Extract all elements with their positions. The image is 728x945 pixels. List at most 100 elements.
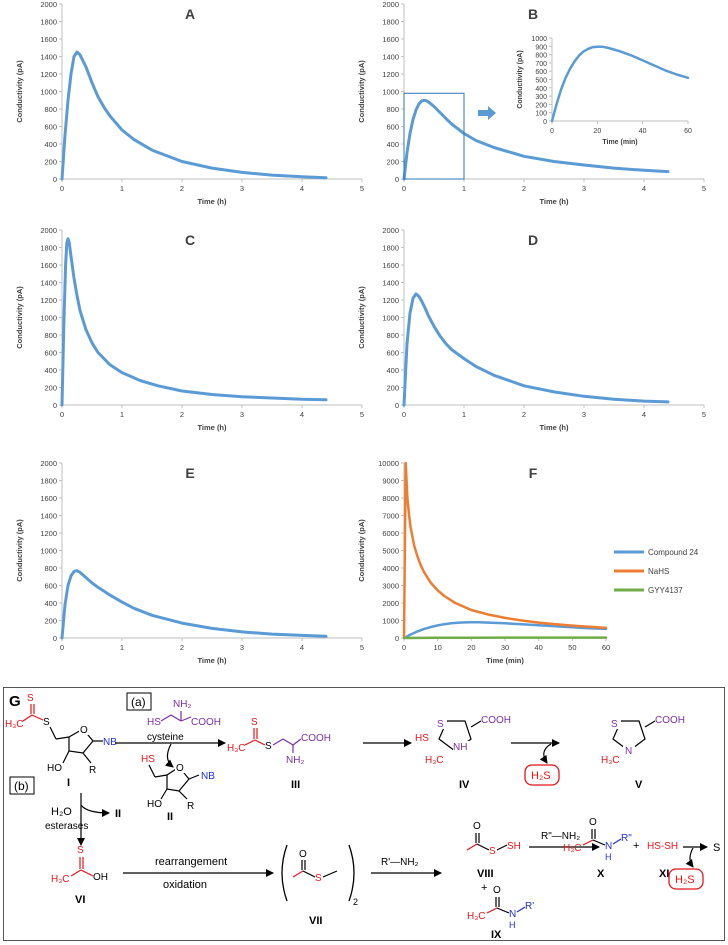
y-tick-label: 800 xyxy=(386,105,399,114)
y-tick-label: 1600 xyxy=(40,261,57,270)
atom-s: S xyxy=(265,741,272,752)
y-tick-label: 600 xyxy=(44,582,57,591)
water-label: H₂O xyxy=(51,806,72,818)
y-tick-label: 0 xyxy=(53,401,57,410)
compound-v-structure: S N COOH H₃C V xyxy=(601,715,685,791)
r-double-prime-label: R" xyxy=(621,833,632,844)
x-tick-label: 4 xyxy=(300,410,304,419)
y-tick-label: 1400 xyxy=(382,53,399,62)
x-tick-label: 5 xyxy=(360,184,364,193)
scheme-frame xyxy=(3,687,725,941)
y-tick-label: 600 xyxy=(44,349,57,358)
panel-label: E xyxy=(185,465,194,481)
amine-reagent-2: R"—NH₂ xyxy=(541,831,580,842)
hydroxyl-label: HO xyxy=(147,799,162,810)
y-tick-label: 0 xyxy=(53,175,57,184)
y-tick-label: 1000 xyxy=(382,88,399,97)
x-tick-label: 2 xyxy=(180,643,184,652)
y-tick-label: 2000 xyxy=(382,226,399,235)
y-tick-label: 1400 xyxy=(382,279,399,288)
plus-sign: + xyxy=(481,882,487,894)
pathway-b-label: (b) xyxy=(14,779,29,793)
compound-v-label: V xyxy=(635,779,643,791)
compound-xi-label: XI xyxy=(659,868,669,880)
x-axis-title: Time (h) xyxy=(197,423,227,432)
x-tick-label: 3 xyxy=(582,410,586,419)
y-tick-label: 1200 xyxy=(40,529,57,538)
x-tick-label: 20 xyxy=(467,643,475,652)
panel-label: B xyxy=(528,6,538,22)
y-tick-label: 100 xyxy=(535,111,547,118)
y-tick-label: 1400 xyxy=(40,53,57,62)
y-tick-label: 400 xyxy=(535,86,547,93)
x-axis-title: Time (min) xyxy=(486,656,524,665)
chart-panel-f: F 0 10 20 30 40 50 60 0 1000 2000 3000 4000 5000 6000 7… xyxy=(357,459,699,665)
compound-viii-structure: O S SH VIII + xyxy=(466,821,521,894)
y-tick-label: 400 xyxy=(44,140,57,149)
y-tick-label: 1200 xyxy=(40,296,57,305)
arrow-release-h2s xyxy=(539,743,552,764)
amine-reagent-1: R'—NH₂ xyxy=(381,857,419,868)
x-tick-label: 3 xyxy=(582,184,586,193)
scheme-panel-label: G xyxy=(9,693,21,710)
y-tick-label: 600 xyxy=(386,349,399,358)
x-tick-label: 2 xyxy=(522,184,526,193)
y-tick-label: 1800 xyxy=(40,244,57,253)
chart-panel-d: D 0 1 2 3 4 5 0 200 400 600 800 1000 1200 1400 1600 1800… xyxy=(357,226,706,432)
rearrangement-label: rearrangement xyxy=(155,856,227,868)
y-tick-label: 1000 xyxy=(40,88,57,97)
atom-s: S xyxy=(611,719,618,730)
legend-label: Compound 24 xyxy=(648,548,699,557)
x-tick-label: 0 xyxy=(60,643,64,652)
y-tick-label: 1000 xyxy=(531,36,547,43)
y-tick-label: 0 xyxy=(543,119,547,126)
y-axis-title: Conductivity (pA) xyxy=(357,60,366,123)
ring-n-label: N xyxy=(625,746,632,757)
y-tick-label: 1000 xyxy=(382,617,399,626)
amine-label: NH₂ xyxy=(286,755,304,766)
arrow-release-ii xyxy=(165,743,174,768)
y-tick-label: 1800 xyxy=(382,244,399,253)
x-tick-label: 20 xyxy=(593,128,601,135)
y-tick-label: 2000 xyxy=(40,459,57,468)
esterases-label: esterases xyxy=(45,821,88,832)
h2s-label: H₂S xyxy=(531,770,551,782)
nucleobase-label: NB xyxy=(103,737,117,748)
x-tick-label: 5 xyxy=(702,184,706,193)
compound-vi-structure: S H₃C OH VI xyxy=(51,845,108,906)
y-tick-label: 400 xyxy=(44,366,57,375)
x-axis-title: Time (h) xyxy=(197,656,227,665)
x-tick-label: 10 xyxy=(433,643,441,652)
arrow-release-ii-b xyxy=(80,804,110,817)
methyl-group: H₃C xyxy=(563,843,582,854)
cysteine-label: cysteine xyxy=(147,732,184,743)
hydroxyl-label: OH xyxy=(93,872,108,883)
x-axis-title: Time (h) xyxy=(197,197,227,206)
amide-h-label: H xyxy=(605,852,612,862)
legend-label: NaHS xyxy=(648,567,669,576)
x-tick-label: 4 xyxy=(642,184,646,193)
data-line xyxy=(60,237,328,407)
compound-ii-structure: HS O NB HO R II xyxy=(141,754,215,823)
data-line xyxy=(60,569,328,640)
compound-x-label: X xyxy=(597,868,605,880)
atom-s: S xyxy=(27,693,34,704)
y-tick-label: 1000 xyxy=(382,314,399,323)
arrow-release-h2s-b xyxy=(685,847,694,868)
x-tick-label: 60 xyxy=(684,128,692,135)
y-axis-title: Conductivity (pA) xyxy=(357,286,366,349)
chart-panel-b: B0 1 2 3 4 5020040060080010001200140016001800… xyxy=(357,0,706,206)
oxidation-label: oxidation xyxy=(163,879,207,891)
methyl-group: H₃C xyxy=(467,911,486,922)
y-tick-label: 400 xyxy=(44,599,57,608)
inset-data-line xyxy=(550,45,690,123)
hydroxyl-label: HO xyxy=(47,763,62,774)
h2s-label: H₂S xyxy=(675,874,695,886)
panel-label: A xyxy=(185,6,195,22)
carboxyl-label: COOH xyxy=(481,715,511,726)
y-tick-label: 0 xyxy=(395,175,399,184)
y-tick-label: 3000 xyxy=(382,582,399,591)
atom-o: O xyxy=(80,725,88,736)
y-tick-label: 800 xyxy=(386,331,399,340)
atom-s: S xyxy=(315,873,322,884)
